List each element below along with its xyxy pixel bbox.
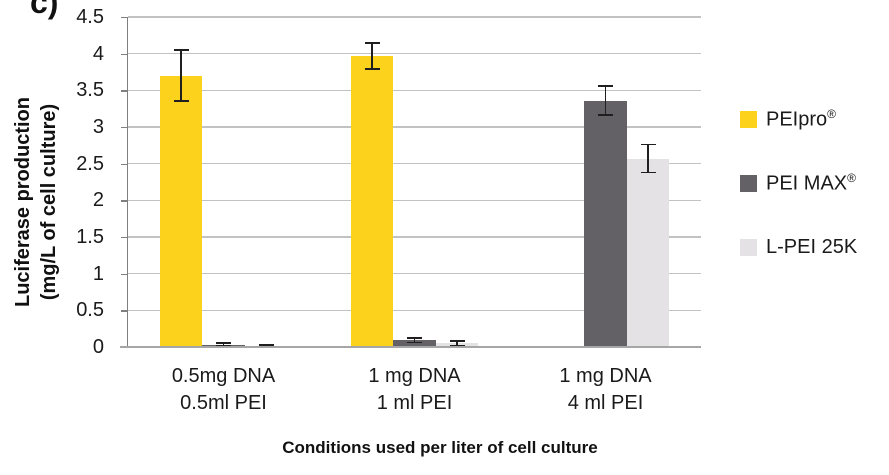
category-label: 1 mg DNA 1 ml PEI (305, 363, 525, 417)
gridline (128, 199, 701, 202)
bar (350, 55, 394, 347)
error-bar-cap (364, 68, 380, 70)
error-bar-cap (216, 342, 231, 345)
y-tick-label: 2.5 (76, 152, 104, 175)
error-bar (413, 338, 416, 343)
gridline (128, 162, 701, 165)
x-axis-line (120, 346, 701, 348)
bar (626, 158, 670, 347)
y-tick-mark (121, 237, 128, 239)
figure-panel-label: c) (30, 0, 59, 20)
error-bar (456, 341, 458, 346)
error-bar-cap (449, 340, 465, 343)
y-tick-mark (121, 200, 128, 202)
y-tick-label: 1.5 (76, 226, 104, 248)
y-tick-mark (121, 310, 128, 312)
gridline (128, 272, 701, 275)
y-tick-label: 1 (92, 262, 104, 285)
error-bar-cap (407, 337, 422, 340)
legend-label: L-PEI 25K (766, 235, 858, 258)
category-label-line: 0.5mg DNA (171, 365, 276, 387)
category-label-line: 1 mg DNA (559, 365, 652, 387)
error-bar (604, 85, 607, 116)
gridline (128, 52, 701, 55)
bar (584, 100, 627, 347)
category-label-line: 4 ml PEI (567, 392, 644, 414)
error-bar (371, 42, 373, 70)
error-bar-cap (173, 100, 189, 103)
chart-legend: PEIpro® PEI MAX® L-PEI 25K (740, 106, 857, 298)
error-bar-cap (598, 85, 613, 87)
legend-item: L-PEI 25K (740, 234, 857, 260)
gridline (128, 236, 701, 238)
plot-area (128, 16, 701, 348)
category-label: 0.5mg DNA 0.5ml PEI (114, 363, 334, 417)
y-tick-label: 0 (92, 336, 104, 358)
y-tick-mark (121, 127, 128, 129)
error-bar-cap (407, 341, 422, 344)
error-bar-cap (640, 143, 656, 146)
legend-item: PEI MAX® (740, 170, 857, 196)
category-label: 1 mg DNA 4 ml PEI (496, 363, 716, 417)
error-bar-cap (364, 41, 380, 44)
error-bar-cap (640, 171, 656, 174)
y-tick-label: 4 (92, 42, 104, 65)
category-label-line: 0.5ml PEI (180, 392, 267, 414)
category-label-line: 1 ml PEI (376, 392, 453, 414)
y-tick-label: 3.5 (76, 79, 104, 102)
y-tick-mark (121, 17, 128, 19)
error-bar-cap (449, 344, 465, 347)
category-label-line: 1 mg DNA (368, 365, 461, 387)
gridline (128, 126, 701, 128)
legend-color-swatch (740, 238, 757, 256)
y-tick-label: 0.5 (76, 299, 104, 322)
y-tick-mark (121, 53, 128, 55)
error-bar-cap (598, 114, 613, 117)
error-bar (180, 50, 182, 102)
legend-label: PEIpro® (766, 106, 836, 131)
gridline (128, 89, 701, 92)
legend-label: PEI MAX® (766, 170, 856, 195)
y-tick-mark (121, 90, 128, 92)
legend-color-swatch (740, 110, 757, 128)
error-bar (647, 144, 649, 173)
error-bar (222, 343, 225, 347)
y-tick-label: 3 (92, 116, 104, 138)
x-axis-title: Conditions used per liter of cell cultur… (282, 438, 598, 457)
error-bar-cap (258, 343, 274, 346)
y-tick-label: 4.5 (76, 6, 104, 28)
gridline (128, 309, 701, 312)
y-tick-mark (121, 273, 128, 275)
legend-color-swatch (740, 174, 757, 192)
y-tick-mark (121, 163, 128, 165)
y-tick-label: 2 (92, 189, 104, 212)
bar (393, 340, 436, 347)
error-bar-cap (173, 49, 189, 51)
gridline (128, 16, 701, 18)
y-axis-line (127, 17, 129, 347)
legend-item: PEIpro® (740, 106, 857, 132)
bar (159, 75, 203, 347)
